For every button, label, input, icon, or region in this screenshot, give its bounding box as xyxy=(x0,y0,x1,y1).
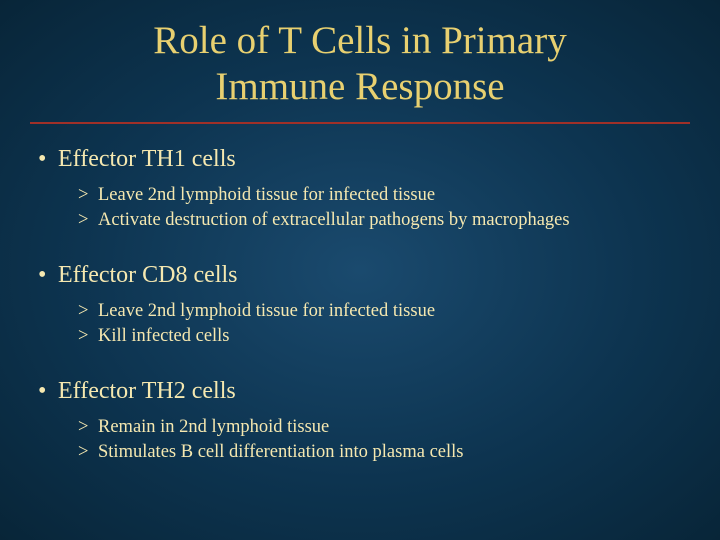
section-cd8: Effector CD8 cells Leave 2nd lymphoid ti… xyxy=(28,262,692,348)
section-th2: Effector TH2 cells Remain in 2nd lymphoi… xyxy=(28,378,692,464)
section-point: Leave 2nd lymphoid tissue for infected t… xyxy=(34,183,692,207)
title-divider xyxy=(30,122,690,124)
section-point: Activate destruction of extracellular pa… xyxy=(34,208,692,232)
section-point: Leave 2nd lymphoid tissue for infected t… xyxy=(34,299,692,323)
section-point: Kill infected cells xyxy=(34,324,692,348)
section-heading: Effector CD8 cells xyxy=(34,262,692,289)
slide-title: Role of T Cells in Primary Immune Respon… xyxy=(28,18,692,110)
title-line-2: Immune Response xyxy=(215,65,504,108)
section-heading: Effector TH1 cells xyxy=(34,146,692,173)
section-point: Remain in 2nd lymphoid tissue xyxy=(34,415,692,439)
section-th1: Effector TH1 cells Leave 2nd lymphoid ti… xyxy=(28,146,692,232)
title-line-1: Role of T Cells in Primary xyxy=(153,19,566,62)
section-heading: Effector TH2 cells xyxy=(34,378,692,405)
section-point: Stimulates B cell differentiation into p… xyxy=(34,440,692,464)
